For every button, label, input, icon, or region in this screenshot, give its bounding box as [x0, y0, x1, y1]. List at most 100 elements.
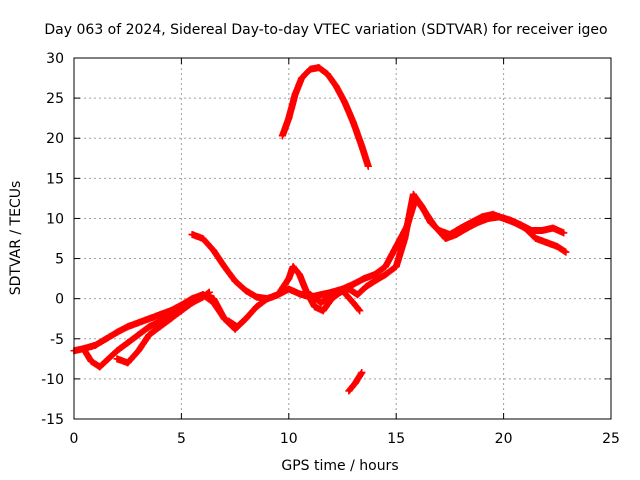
data-point [210, 295, 218, 303]
x-axis-label: GPS time / hours [281, 458, 398, 474]
x-tick-label: 10 [280, 431, 298, 447]
data-point [96, 363, 104, 371]
data-point [296, 290, 304, 298]
data-point [381, 263, 389, 271]
data-point [289, 263, 297, 271]
data-point [345, 387, 353, 395]
data-point [315, 64, 323, 72]
data-point [253, 293, 261, 301]
data-point [392, 263, 400, 271]
data-point [242, 315, 250, 323]
y-tick-label: 5 [55, 252, 64, 268]
data-point [345, 285, 353, 293]
data-point [199, 235, 207, 242]
data-point [500, 214, 508, 222]
data-point [371, 271, 379, 279]
data-point [354, 291, 362, 299]
data-point [177, 307, 185, 315]
data-point [339, 287, 346, 295]
x-tick-label: 0 [70, 431, 79, 447]
data-point [113, 355, 121, 363]
data-point [124, 339, 132, 347]
data-point [285, 114, 293, 122]
data-point [489, 210, 497, 218]
x-tick-label: 20 [495, 431, 513, 447]
data-point [553, 243, 561, 251]
data-point [220, 315, 228, 323]
x-tick-label: 5 [177, 431, 186, 447]
data-point [113, 347, 121, 355]
data-point [124, 323, 132, 331]
data-point [134, 319, 142, 327]
data-point [156, 323, 164, 331]
y-axis-label: SDTVAR / TECUs [8, 181, 24, 296]
y-tick-label: 0 [55, 292, 64, 308]
data-point [549, 224, 557, 232]
series-track-e [225, 190, 570, 331]
data-point [364, 162, 372, 170]
data-point [145, 315, 153, 323]
data-point [278, 132, 286, 140]
data-point [210, 247, 218, 255]
data-point [332, 82, 340, 90]
data-point [510, 218, 518, 226]
data-point [358, 142, 366, 150]
data-point [296, 271, 304, 279]
data-point [113, 328, 121, 336]
data-point [124, 359, 132, 367]
data-point [102, 335, 110, 343]
data-point [302, 287, 310, 295]
data-point [323, 70, 331, 78]
data-point [104, 355, 112, 363]
y-tick-label: -5 [50, 332, 64, 348]
chart-title: Day 063 of 2024, Sidereal Day-to-day VTE… [44, 22, 607, 38]
data-point [145, 331, 153, 339]
data-point [351, 379, 359, 387]
data-point [341, 98, 349, 106]
data-point [532, 235, 540, 242]
data-point [274, 291, 282, 299]
data-point [87, 357, 95, 365]
data-point [521, 224, 529, 232]
data-point [349, 280, 357, 288]
data-point [446, 230, 454, 238]
data-point [328, 291, 336, 299]
data-point [233, 323, 241, 331]
series-track-g [345, 368, 366, 395]
data-point [291, 90, 299, 98]
y-tick-label: 25 [46, 91, 64, 107]
series-track-f [278, 64, 372, 170]
data-point [401, 235, 409, 242]
data-point [263, 295, 271, 303]
plot-series [70, 64, 570, 395]
data-point [356, 307, 364, 315]
data-point [306, 65, 314, 73]
data-point [81, 347, 89, 355]
data-point [167, 315, 175, 323]
data-point [392, 243, 400, 251]
data-point [134, 347, 142, 355]
data-point [91, 341, 99, 349]
data-point [360, 275, 368, 283]
y-tick-label: 30 [46, 51, 64, 67]
data-point [478, 213, 486, 221]
data-point [349, 299, 357, 307]
data-point [538, 226, 546, 234]
data-point [467, 218, 475, 226]
data-point [317, 299, 325, 307]
x-tick-label: 15 [387, 431, 405, 447]
data-point [188, 230, 196, 238]
data-point [188, 299, 196, 307]
data-point [285, 285, 293, 293]
data-point [349, 118, 357, 126]
data-point [543, 239, 551, 247]
data-point [562, 248, 570, 256]
y-tick-label: 15 [46, 171, 64, 187]
data-point [199, 291, 207, 299]
data-point [285, 275, 293, 283]
data-point [427, 218, 435, 226]
data-point [231, 277, 239, 285]
data-point [134, 331, 142, 339]
